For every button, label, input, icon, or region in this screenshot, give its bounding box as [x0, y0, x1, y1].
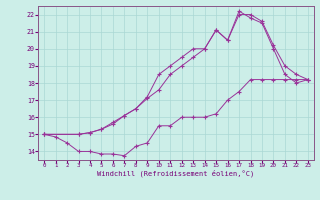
X-axis label: Windchill (Refroidissement éolien,°C): Windchill (Refroidissement éolien,°C) — [97, 170, 255, 177]
